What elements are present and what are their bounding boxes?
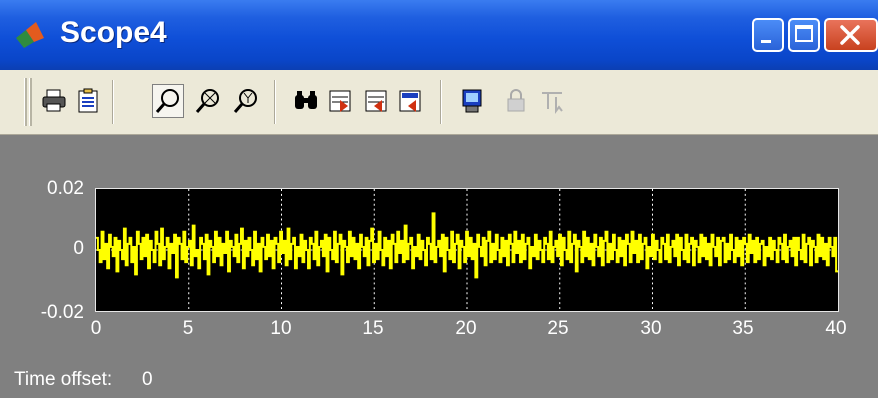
y-tick-label: 0.02	[47, 178, 84, 199]
minimize-icon	[761, 40, 771, 43]
signal-trace	[96, 212, 838, 279]
lock-axes-icon	[507, 89, 525, 112]
y-tick-label: -0.02	[40, 302, 84, 323]
close-button[interactable]	[824, 18, 878, 52]
zoom-x-icon	[195, 89, 219, 113]
signal-selection-icon	[542, 92, 563, 114]
restore-axes-settings-icon	[365, 90, 387, 112]
floating-scope-icon	[462, 89, 482, 113]
parameters-button[interactable]	[72, 84, 104, 118]
time-offset-value: 0	[142, 369, 153, 390]
x-tick-label: 5	[182, 318, 194, 339]
matlab-logo-icon	[16, 22, 48, 48]
zoom-y-icon	[233, 89, 257, 113]
time-offset-label: Time offset:	[14, 369, 113, 390]
autoscale-icon	[295, 91, 317, 109]
window-title: Scope4	[60, 16, 167, 49]
zoom-x-button[interactable]	[192, 84, 224, 118]
restore-axes-settings-button[interactable]	[360, 84, 392, 118]
restore-axes-settings-button-2[interactable]	[394, 84, 426, 118]
x-tick-label: 15	[362, 318, 384, 339]
x-tick-label: 40	[825, 318, 847, 339]
print-icon	[42, 89, 66, 112]
x-tick-label: 0	[90, 318, 102, 339]
autoscale-button[interactable]	[290, 84, 322, 118]
save-axes-settings-button[interactable]	[324, 84, 356, 118]
zoom-icon	[155, 89, 179, 113]
save-axes-settings-icon	[329, 90, 351, 112]
x-tick-label: 35	[732, 318, 754, 339]
x-tick-label: 25	[547, 318, 569, 339]
zoom-button[interactable]	[152, 84, 184, 118]
scope-axes[interactable]	[95, 188, 839, 312]
minimize-button[interactable]	[752, 18, 784, 52]
zoom-y-button[interactable]	[230, 84, 262, 118]
toolbar-separator	[112, 80, 114, 124]
maximize-button[interactable]	[788, 18, 820, 52]
toolbar-separator	[440, 80, 442, 124]
x-tick-label: 30	[640, 318, 662, 339]
toolbar-separator	[274, 80, 276, 124]
print-button[interactable]	[38, 84, 70, 118]
floating-scope-button[interactable]	[456, 84, 488, 118]
toolbar-grip[interactable]	[24, 78, 27, 126]
x-tick-label: 10	[270, 318, 292, 339]
x-tick-label: 20	[455, 318, 477, 339]
parameters-icon	[78, 88, 98, 113]
title-bar[interactable]: Scope4	[0, 0, 878, 70]
toolbar-grip[interactable]	[29, 78, 32, 126]
lock-axes-button[interactable]	[500, 84, 532, 118]
close-icon	[840, 25, 860, 45]
y-tick-label: 0	[73, 238, 84, 259]
toolbar	[0, 70, 878, 135]
maximize-icon	[795, 25, 813, 42]
signal-selection-button[interactable]	[536, 84, 568, 118]
restore-axes-settings-icon	[399, 90, 421, 112]
